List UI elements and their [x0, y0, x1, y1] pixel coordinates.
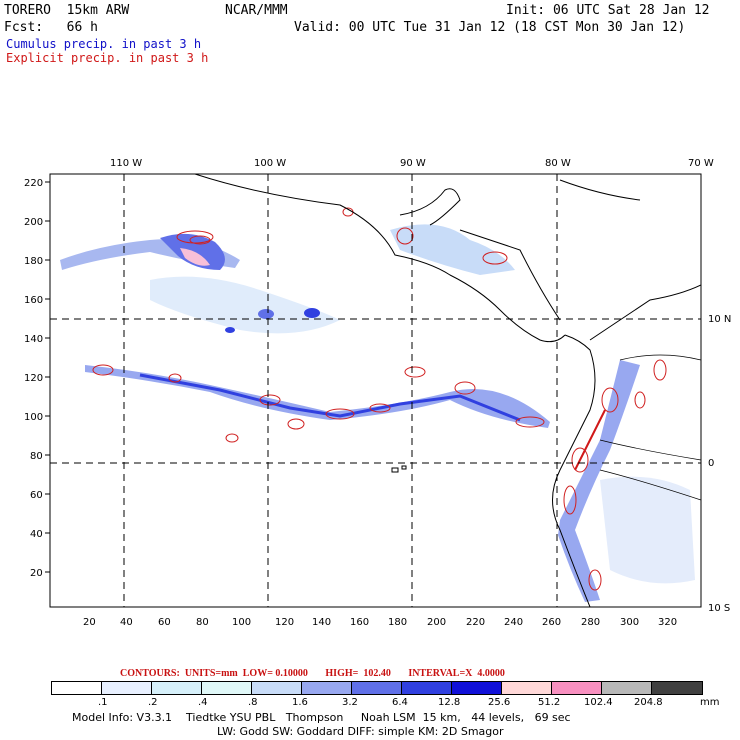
lat-label: 0 [708, 458, 714, 469]
legend-swatch [402, 682, 452, 694]
axis-labels: 110 W 100 W 90 W 80 W 70 W 10 N 0 10 S 2… [24, 158, 731, 628]
cuba-coast [559, 179, 641, 201]
light-cloud-field [150, 276, 340, 334]
central-america-cloud [390, 224, 515, 275]
x-tick-label: 200 [427, 617, 446, 628]
valid-time: Valid: 00 UTC Tue 31 Jan 12 (18 CST Mon … [294, 20, 686, 35]
legend-label: 204.8 [634, 697, 663, 708]
x-tick-label: 300 [620, 617, 639, 628]
x-tick-label: 140 [312, 617, 331, 628]
legend-swatch [652, 682, 702, 694]
model-info: Model Info: V3.3.1 Tiedtke YSU PBL Thomp… [72, 711, 571, 724]
legend-swatch [202, 682, 252, 694]
legend-swatch [452, 682, 502, 694]
y-tick-label: 200 [24, 217, 43, 228]
itcz-band-south [85, 365, 550, 428]
legend-label: 6.4 [392, 697, 408, 708]
legend-swatch [502, 682, 552, 694]
legend-label: .4 [198, 697, 208, 708]
x-tick-label: 260 [542, 617, 561, 628]
model-title: TORERO 15km ARW [4, 3, 130, 18]
y-tick-label: 60 [30, 490, 43, 501]
cumulus-legend-text: Cumulus precip. in past 3 h [6, 37, 202, 51]
map-frame [49, 173, 702, 608]
andes-heavy [574, 409, 606, 471]
y-tick-label: 20 [30, 568, 43, 579]
itcz-core [139, 373, 521, 422]
x-tick-label: 120 [275, 617, 294, 628]
convective-cell [225, 327, 235, 333]
y-tick-label: 140 [24, 334, 43, 345]
convective-cell [258, 309, 274, 319]
x-tick-label: 40 [120, 617, 133, 628]
lon-label: 110 W [110, 158, 142, 169]
y-tick-label: 40 [30, 529, 43, 540]
contours-info: CONTOURS: UNITS=mm LOW= 0.10000 HIGH= 10… [120, 668, 505, 679]
mexico-coast [194, 174, 566, 343]
color-legend [51, 681, 703, 695]
org-label: NCAR/MMM [225, 3, 288, 18]
lon-label: 70 W [688, 158, 714, 169]
physics-info: LW: Godd SW: Goddard DIFF: simple KM: 2D… [217, 725, 504, 738]
x-tick-label: 180 [388, 617, 407, 628]
legend-label: .2 [148, 697, 158, 708]
x-tick-label: 320 [658, 617, 677, 628]
yucatan-coast [399, 188, 461, 226]
y-tick-label: 180 [24, 256, 43, 267]
south-america-coast [552, 334, 596, 607]
y-tick-label: 120 [24, 373, 43, 384]
legend-swatch [252, 682, 302, 694]
caribbean-coast [459, 229, 561, 321]
x-tick-label: 220 [466, 617, 485, 628]
x-tick-label: 20 [83, 617, 96, 628]
legend-swatch [302, 682, 352, 694]
legend-label: 51.2 [538, 697, 561, 708]
lon-label: 90 W [400, 158, 426, 169]
legend-label: .8 [248, 697, 258, 708]
y-tick-label: 220 [24, 178, 43, 189]
x-tick-label: 80 [196, 617, 209, 628]
legend-label: 12.8 [438, 697, 461, 708]
legend-swatch [352, 682, 402, 694]
y-tick-label: 160 [24, 295, 43, 306]
lat-label: 10 S [708, 603, 730, 614]
legend-label: 25.6 [488, 697, 511, 708]
legend-label: 1.6 [292, 697, 308, 708]
y-tick-label: 80 [30, 451, 43, 462]
legend-swatch [102, 682, 152, 694]
x-tick-label: 60 [158, 617, 171, 628]
legend-swatch [152, 682, 202, 694]
legend-label: .1 [98, 697, 108, 708]
x-tick-label: 240 [504, 617, 523, 628]
legend-label: 3.2 [342, 697, 358, 708]
explicit-contours [92, 207, 667, 591]
venezuela-coast [589, 284, 701, 341]
lat-lon-grid [50, 174, 701, 607]
x-tick-label: 280 [581, 617, 600, 628]
legend-unit: mm [700, 697, 720, 708]
lon-label: 80 W [545, 158, 571, 169]
legend-swatch [52, 682, 102, 694]
borders [599, 354, 701, 501]
precip-field [60, 174, 701, 607]
explicit-legend-text: Explicit precip. in past 3 h [6, 51, 209, 65]
coastlines [194, 174, 701, 607]
x-tick-label: 160 [350, 617, 369, 628]
forecast-hour: Fcst: 66 h [4, 20, 98, 35]
init-time: Init: 06 UTC Sat 28 Jan 12 [506, 3, 710, 18]
legend-swatch [552, 682, 602, 694]
lon-label: 100 W [254, 158, 286, 169]
legend-label: 102.4 [584, 697, 613, 708]
x-tick-label: 100 [232, 617, 251, 628]
y-tick-label: 100 [24, 412, 43, 423]
andes-band [558, 360, 640, 602]
lat-label: 10 N [708, 314, 731, 325]
convective-cell [304, 308, 320, 318]
heavy-core [180, 248, 210, 266]
axis-ticks [45, 181, 50, 573]
galapagos [391, 465, 407, 473]
amazon-cloud [600, 476, 695, 584]
legend-swatch [602, 682, 652, 694]
